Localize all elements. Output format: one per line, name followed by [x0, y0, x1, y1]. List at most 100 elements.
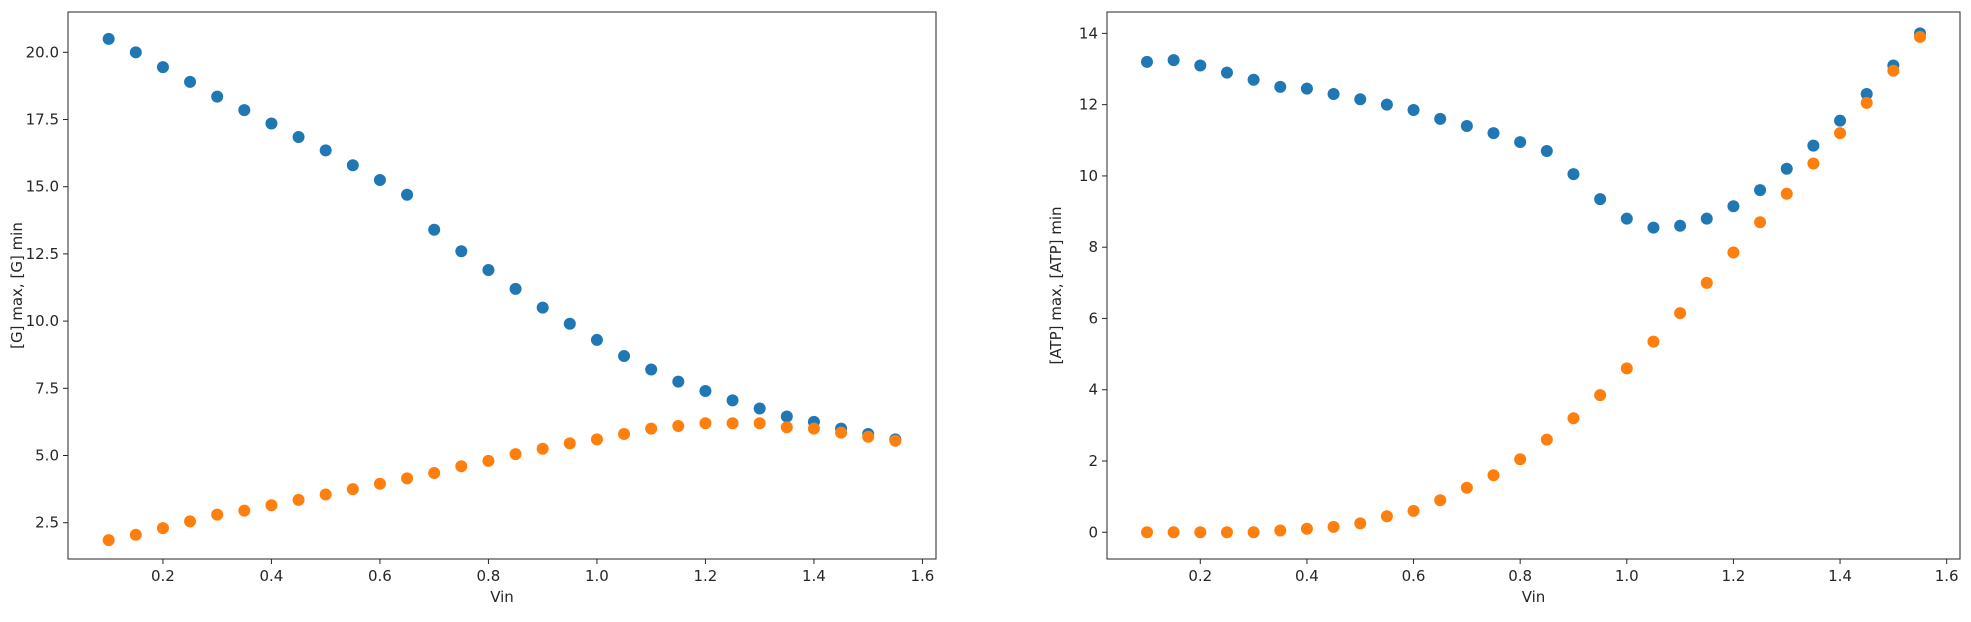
data-point-series-1 [401, 188, 414, 201]
data-point-series-1 [184, 75, 197, 88]
data-point-series-2 [1860, 96, 1873, 109]
y-tick-label: 6 [1088, 309, 1098, 327]
data-point-series-2 [1567, 412, 1580, 425]
data-point-series-1 [536, 301, 549, 314]
x-tick-label: 0.2 [151, 567, 175, 585]
data-point-series-1 [1514, 136, 1527, 149]
y-tick-label: 8 [1088, 238, 1098, 256]
y-tick-label: 12.5 [26, 245, 59, 263]
x-tick-label: 0.4 [1295, 567, 1319, 585]
data-point-series-1 [373, 173, 386, 186]
y-tick-label: 15.0 [26, 178, 59, 196]
data-point-series-2 [1620, 362, 1633, 375]
data-point-series-2 [102, 534, 115, 547]
data-point-series-1 [1567, 168, 1580, 181]
data-point-series-1 [1834, 114, 1847, 127]
data-point-series-2 [753, 417, 766, 430]
data-point-series-2 [1487, 469, 1500, 482]
data-point-series-2 [1140, 526, 1153, 539]
data-point-series-2 [373, 477, 386, 490]
data-point-series-2 [1327, 520, 1340, 533]
data-point-series-2 [1220, 526, 1233, 539]
data-point-series-2 [1914, 30, 1927, 43]
data-point-series-2 [1594, 389, 1607, 402]
data-point-series-1 [699, 385, 712, 398]
data-point-series-1 [1727, 200, 1740, 213]
data-point-series-1 [1620, 212, 1633, 225]
data-point-series-2 [835, 426, 848, 439]
data-point-series-2 [536, 442, 549, 455]
data-point-series-1 [1354, 93, 1367, 106]
y-tick-label: 2 [1088, 452, 1098, 470]
x-axis-label: Vin [490, 588, 514, 606]
x-tick-label: 0.2 [1188, 567, 1212, 585]
data-point-series-2 [1380, 510, 1393, 523]
data-point-series-2 [1354, 517, 1367, 530]
x-tick-label: 0.6 [1402, 567, 1426, 585]
data-point-series-1 [346, 159, 359, 172]
data-point-series-2 [780, 421, 793, 434]
data-point-series-1 [102, 32, 115, 45]
data-point-series-2 [1460, 481, 1473, 494]
data-point-series-2 [1674, 307, 1687, 320]
plot-area-frame [67, 11, 937, 560]
data-point-series-2 [319, 488, 332, 501]
data-point-series-2 [1407, 504, 1420, 517]
data-point-series-2 [563, 437, 576, 450]
data-point-series-2 [1514, 453, 1527, 466]
data-point-series-1 [292, 130, 305, 143]
data-point-series-2 [129, 528, 142, 541]
data-point-series-2 [1647, 335, 1660, 348]
data-point-series-1 [618, 350, 631, 363]
data-point-series-2 [1807, 157, 1820, 170]
data-point-series-2 [807, 422, 820, 435]
y-tick-label: 17.5 [26, 111, 59, 129]
data-point-series-1 [1460, 120, 1473, 133]
data-point-series-1 [509, 282, 522, 295]
chart-panel-1: 0.2 0.4 0.6 0.8 1.0 1.2 1.4 1.6 2.5 5.0 7.5 10.0 12.… [8, 11, 937, 606]
data-point-series-1 [1407, 103, 1420, 116]
data-point-series-2 [1700, 276, 1713, 289]
x-tick-label: 0.8 [1508, 567, 1532, 585]
data-point-series-1 [1194, 59, 1207, 72]
data-point-series-1 [1807, 139, 1820, 152]
data-point-series-1 [1647, 221, 1660, 234]
data-point-series-1 [1434, 112, 1447, 125]
data-point-series-1 [455, 245, 468, 258]
chart-panel-2: 0.2 0.4 0.6 0.8 1.0 1.2 1.4 1.6 0 2 4 6 8 10 12 14 Vin [A… [1047, 11, 1961, 606]
data-point-series-1 [1594, 193, 1607, 206]
data-point-series-1 [1167, 54, 1180, 67]
data-point-series-2 [699, 417, 712, 430]
data-point-series-1 [1247, 73, 1260, 86]
data-point-series-2 [726, 417, 739, 430]
data-point-series-1 [482, 264, 495, 277]
x-tick-label: 1.6 [1935, 567, 1959, 585]
data-point-series-1 [726, 394, 739, 407]
data-point-series-2 [265, 499, 278, 512]
data-point-series-2 [1300, 522, 1313, 535]
data-point-series-2 [428, 466, 441, 479]
data-point-series-2 [1887, 64, 1900, 77]
x-tick-label: 1.2 [1721, 567, 1745, 585]
data-point-series-2 [1247, 526, 1260, 539]
y-tick-label: 2.5 [35, 514, 59, 532]
data-point-series-1 [1220, 66, 1233, 79]
data-point-series-2 [590, 433, 603, 446]
data-point-series-1 [1327, 87, 1340, 100]
data-point-series-2 [292, 493, 305, 506]
data-point-series-1 [1780, 162, 1793, 175]
data-point-series-1 [428, 223, 441, 236]
data-point-series-2 [509, 448, 522, 461]
data-point-series-2 [1194, 526, 1207, 539]
data-point-series-2 [645, 422, 658, 435]
data-point-series-1 [1674, 219, 1687, 232]
data-point-series-1 [1300, 82, 1313, 95]
data-point-series-2 [672, 419, 685, 432]
x-axis-label: Vin [1522, 588, 1546, 606]
y-tick-label: 10.0 [26, 312, 59, 330]
y-tick-label: 14 [1079, 24, 1098, 42]
data-point-series-2 [889, 434, 902, 447]
data-point-series-2 [1434, 494, 1447, 507]
data-point-series-2 [184, 515, 197, 528]
